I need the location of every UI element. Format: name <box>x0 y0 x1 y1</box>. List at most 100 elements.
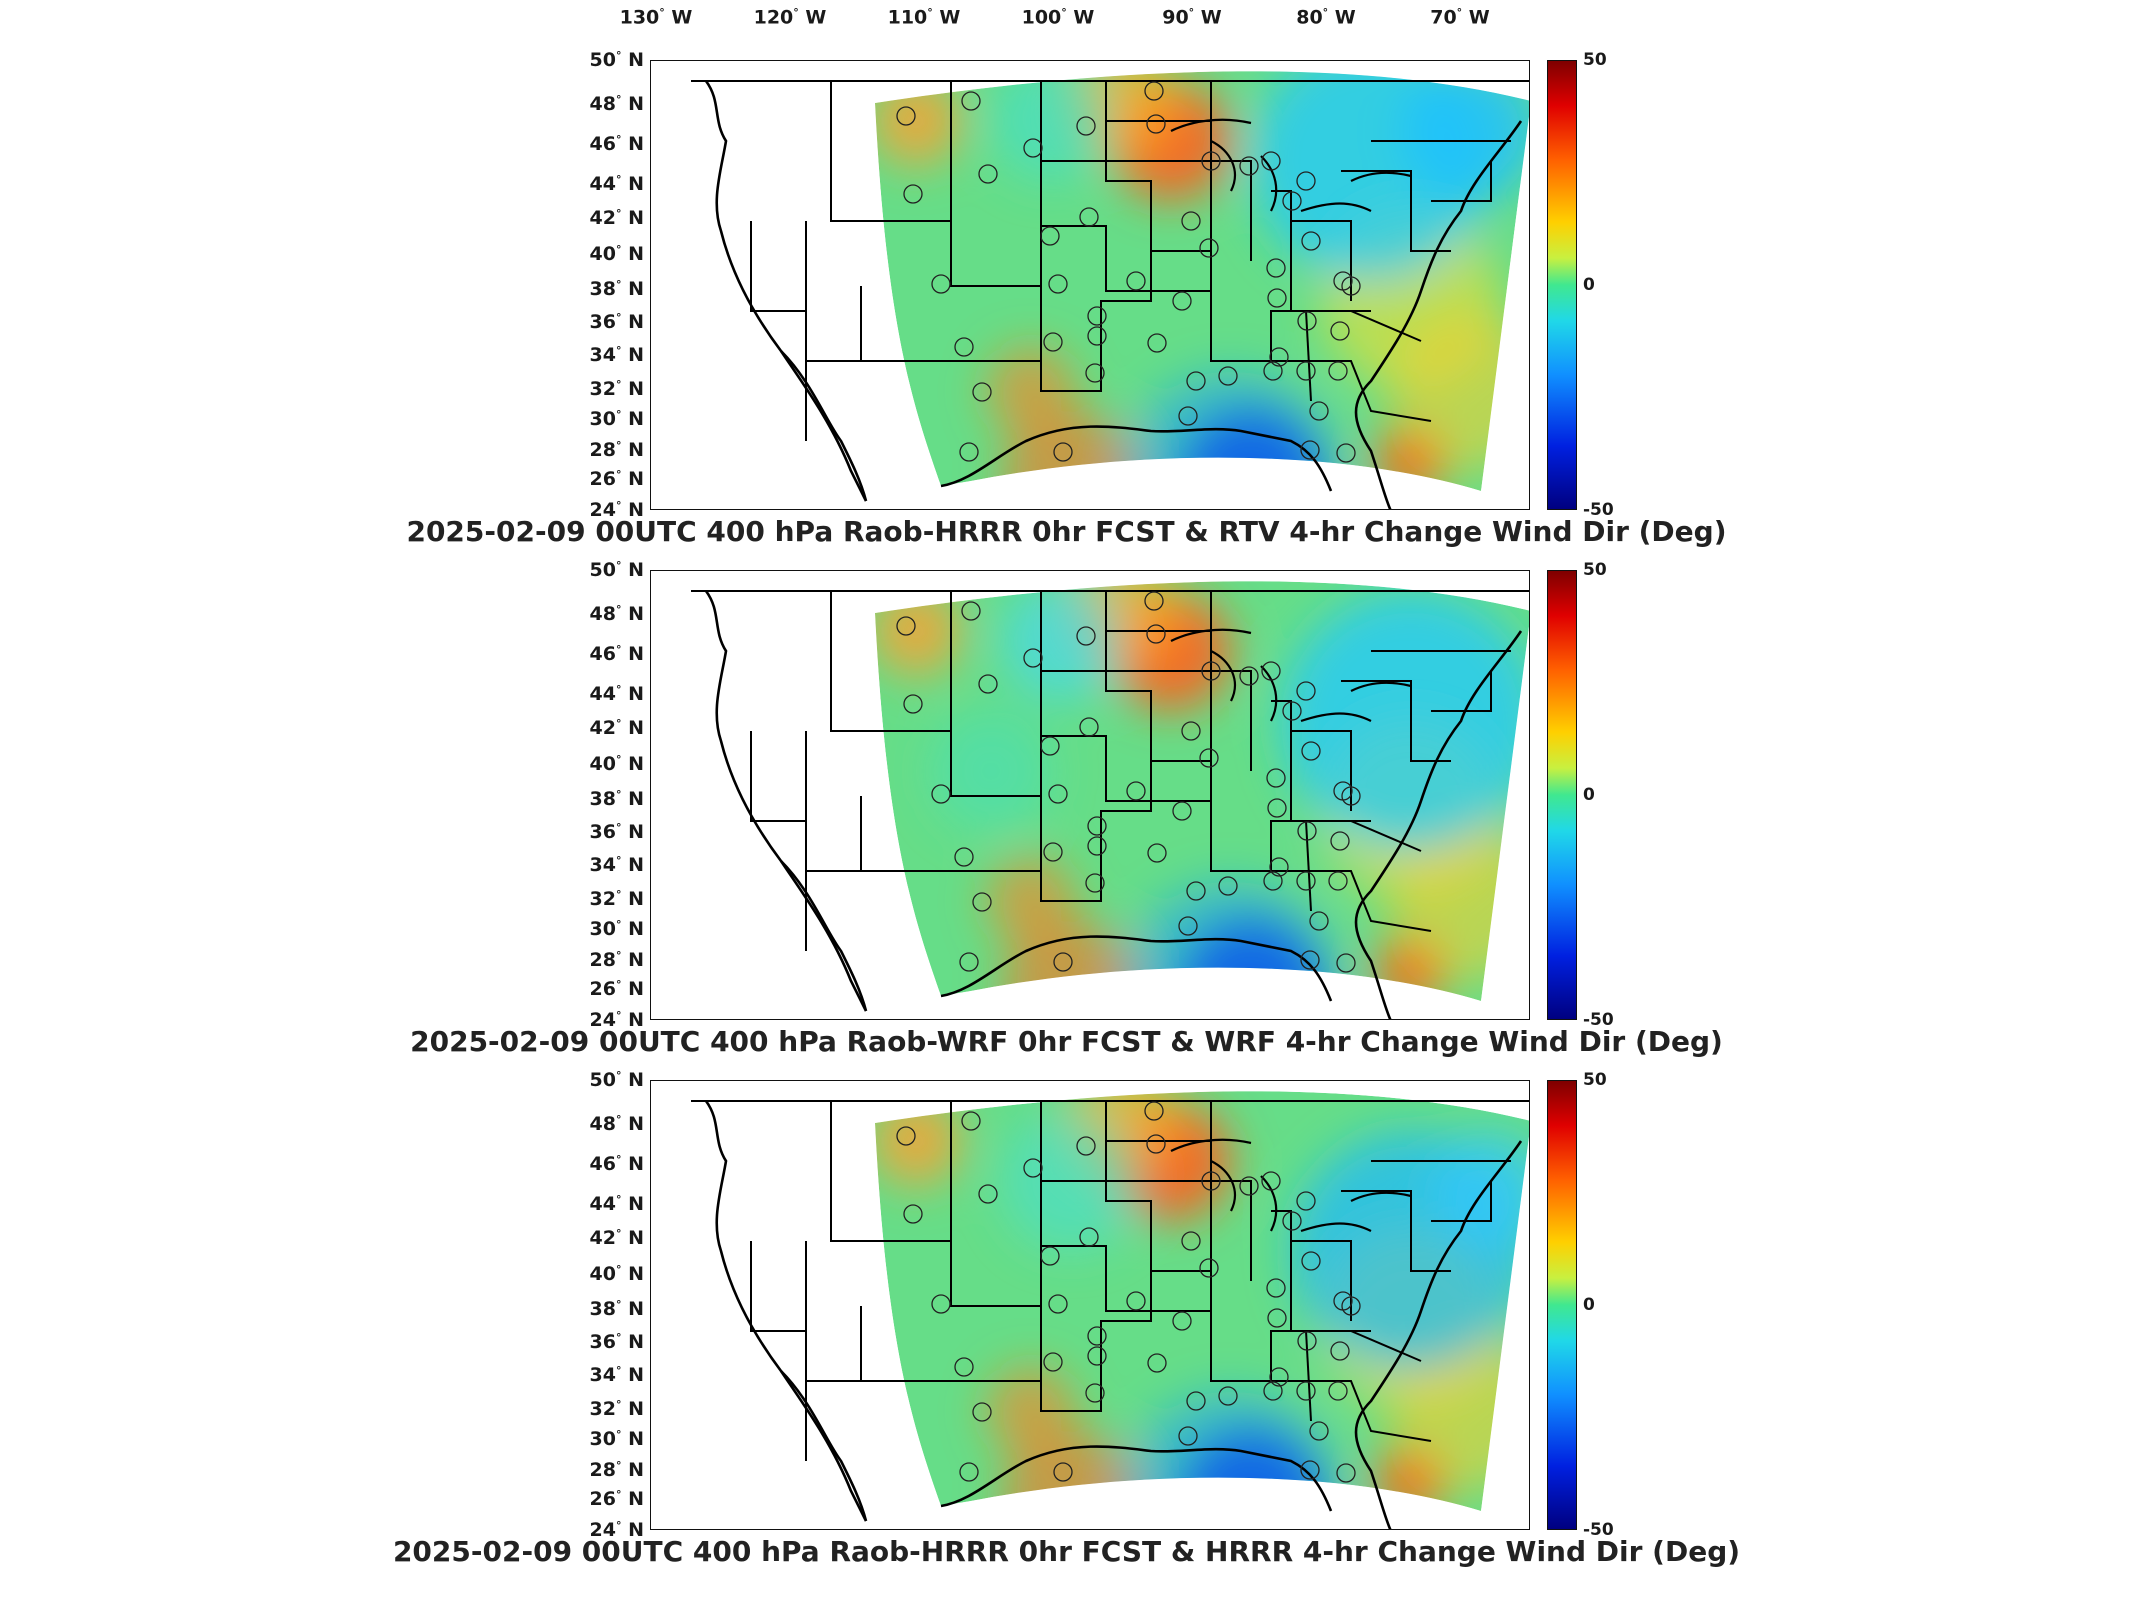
raob-station-marker <box>1218 366 1238 386</box>
raob-station-marker <box>1261 1171 1281 1191</box>
raob-station-marker <box>1201 1171 1221 1191</box>
raob-station-marker <box>1267 288 1287 308</box>
raob-station-marker <box>1048 274 1068 294</box>
raob-station-marker <box>959 442 979 462</box>
raob-station-marker <box>1239 666 1259 686</box>
lat-label: 36° N <box>589 1330 644 1354</box>
map-panel-1: 50° N 48° N 46° N 44° N 42° N 40° N 38° N 36° N… <box>0 49 2133 600</box>
raob-station-marker <box>896 1126 916 1146</box>
raob-station-marker <box>1178 916 1198 936</box>
raob-station-marker <box>1146 1134 1166 1154</box>
raob-station-marker <box>1266 258 1286 278</box>
raob-station-marker <box>1087 306 1107 326</box>
raob-station-marker <box>1199 238 1219 258</box>
lat-label: 50° N <box>589 1068 644 1092</box>
raob-station-marker <box>903 184 923 204</box>
raob-station-marker <box>1087 1326 1107 1346</box>
raob-station-marker <box>1199 748 1219 768</box>
raob-station-marker <box>1263 871 1283 891</box>
lon-label: 120° W <box>753 6 827 29</box>
colorbar <box>1547 1080 1577 1530</box>
raob-station-marker <box>1085 873 1105 893</box>
raob-station-marker <box>1300 1460 1320 1480</box>
raob-station-marker <box>1199 1258 1219 1278</box>
raob-station-marker <box>1301 741 1321 761</box>
raob-station-marker <box>1023 648 1043 668</box>
raob-station-marker <box>1172 801 1192 821</box>
lat-label: 44° N <box>589 172 644 196</box>
wind-direction-map <box>691 71 1529 509</box>
raob-station-marker <box>1296 681 1316 701</box>
raob-station-marker <box>1336 1463 1356 1483</box>
raob-station-marker <box>1023 138 1043 158</box>
raob-station-marker <box>972 892 992 912</box>
raob-station-marker <box>1043 1352 1063 1372</box>
raob-station-marker <box>1330 321 1350 341</box>
panel-title: 2025-02-09 00UTC 400 hPa Raob-HRRR 0hr F… <box>392 1535 1741 1568</box>
panel-title: 2025-02-09 00UTC 400 hPa Raob-WRF 0hr FC… <box>410 1025 1723 1058</box>
lat-label: 34° N <box>589 853 644 877</box>
raob-station-marker <box>1053 1462 1073 1482</box>
raob-station-marker <box>1087 1346 1107 1366</box>
map-frame <box>650 60 1530 510</box>
lon-label: 90° W <box>1162 6 1222 29</box>
lat-label: 46° N <box>589 642 644 666</box>
raob-station-marker <box>1126 781 1146 801</box>
raob-station-marker <box>1266 1278 1286 1298</box>
lat-label: 24° N <box>589 1518 644 1542</box>
raob-station-marker <box>1341 276 1361 296</box>
raob-station-marker <box>978 164 998 184</box>
lat-label: 44° N <box>589 682 644 706</box>
lon-label: 100° W <box>1021 6 1095 29</box>
raob-station-marker <box>1239 156 1259 176</box>
colorbar-mid-label: 0 <box>1583 785 1595 805</box>
lat-label: 24° N <box>589 498 644 522</box>
raob-station-marker <box>961 1111 981 1131</box>
raob-station-marker <box>1328 1381 1348 1401</box>
raob-station-marker <box>1267 798 1287 818</box>
raob-station-marker <box>961 91 981 111</box>
raob-station-marker <box>1282 1211 1302 1231</box>
colorbar-min-label: -50 <box>1583 1010 1614 1030</box>
raob-station-marker <box>1296 1191 1316 1211</box>
raob-station-marker <box>1144 1101 1164 1121</box>
raob-station-marker <box>1087 326 1107 346</box>
raob-station-marker <box>978 1184 998 1204</box>
wind-direction-map <box>691 581 1529 1019</box>
raob-station-marker <box>1079 717 1099 737</box>
raob-station-marker <box>954 847 974 867</box>
lat-label: 30° N <box>589 917 644 941</box>
raob-station-marker <box>1181 211 1201 231</box>
colorbar-max-label: 50 <box>1583 1070 1607 1090</box>
lon-label: 80° W <box>1296 6 1356 29</box>
raob-station-marker <box>1186 881 1206 901</box>
colorbar-min-label: -50 <box>1583 1520 1614 1540</box>
raob-station-marker <box>1126 1291 1146 1311</box>
raob-station-marker <box>1079 207 1099 227</box>
raob-station-marker <box>1178 1426 1198 1446</box>
raob-station-marker <box>1330 831 1350 851</box>
raob-station-marker <box>959 952 979 972</box>
raob-station-marker <box>1296 1381 1316 1401</box>
raob-station-marker <box>1048 1294 1068 1314</box>
raob-station-marker <box>1218 876 1238 896</box>
raob-station-marker <box>1201 151 1221 171</box>
raob-station-marker <box>1040 1246 1060 1266</box>
lat-label: 28° N <box>589 1458 644 1482</box>
raob-station-marker <box>1300 440 1320 460</box>
lat-label: 38° N <box>589 277 644 301</box>
lat-label: 44° N <box>589 1192 644 1216</box>
lat-label: 26° N <box>589 467 644 491</box>
raob-station-marker <box>1269 857 1289 877</box>
lat-label: 46° N <box>589 1152 644 1176</box>
raob-station-marker <box>1040 226 1060 246</box>
lat-label: 34° N <box>589 1363 644 1387</box>
raob-station-marker <box>1172 1311 1192 1331</box>
raob-station-marker <box>1269 347 1289 367</box>
raob-station-marker <box>1300 950 1320 970</box>
lat-label: 40° N <box>589 1262 644 1286</box>
map-panel-3: 50° N 48° N 46° N 44° N 42° N 40° N 38° N 36° N… <box>0 1069 2133 1620</box>
raob-station-marker <box>1043 332 1063 352</box>
raob-station-marker <box>972 1402 992 1422</box>
raob-station-marker <box>1341 786 1361 806</box>
